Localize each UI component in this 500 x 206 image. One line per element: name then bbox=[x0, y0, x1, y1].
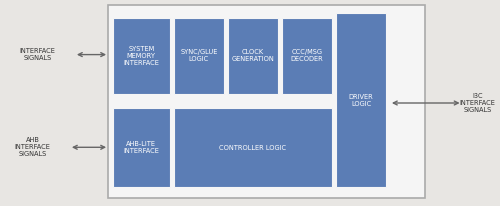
Text: DRIVER
LOGIC: DRIVER LOGIC bbox=[348, 94, 374, 107]
Text: CONTROLLER LOGIC: CONTROLLER LOGIC bbox=[220, 145, 286, 151]
Text: SYNC/GLUE
LOGIC: SYNC/GLUE LOGIC bbox=[180, 49, 218, 62]
Text: CLOCK
GENERATION: CLOCK GENERATION bbox=[232, 49, 274, 62]
FancyBboxPatch shape bbox=[174, 108, 332, 187]
FancyBboxPatch shape bbox=[228, 18, 278, 94]
FancyBboxPatch shape bbox=[108, 5, 425, 198]
Text: AHB
INTERFACE
SIGNALS: AHB INTERFACE SIGNALS bbox=[14, 137, 51, 157]
FancyBboxPatch shape bbox=[336, 13, 386, 187]
Text: SYSTEM
MEMORY
INTERFACE: SYSTEM MEMORY INTERFACE bbox=[124, 46, 159, 66]
FancyBboxPatch shape bbox=[282, 18, 332, 94]
Text: AHB-LITE
INTERFACE: AHB-LITE INTERFACE bbox=[124, 141, 159, 154]
Text: I3C
INTERFACE
SIGNALS: I3C INTERFACE SIGNALS bbox=[460, 93, 496, 113]
Text: INTERFACE
SIGNALS: INTERFACE SIGNALS bbox=[20, 48, 56, 61]
FancyBboxPatch shape bbox=[112, 108, 170, 187]
FancyBboxPatch shape bbox=[174, 18, 224, 94]
FancyBboxPatch shape bbox=[112, 18, 170, 94]
Text: CCC/MSG
DECODER: CCC/MSG DECODER bbox=[290, 49, 324, 62]
